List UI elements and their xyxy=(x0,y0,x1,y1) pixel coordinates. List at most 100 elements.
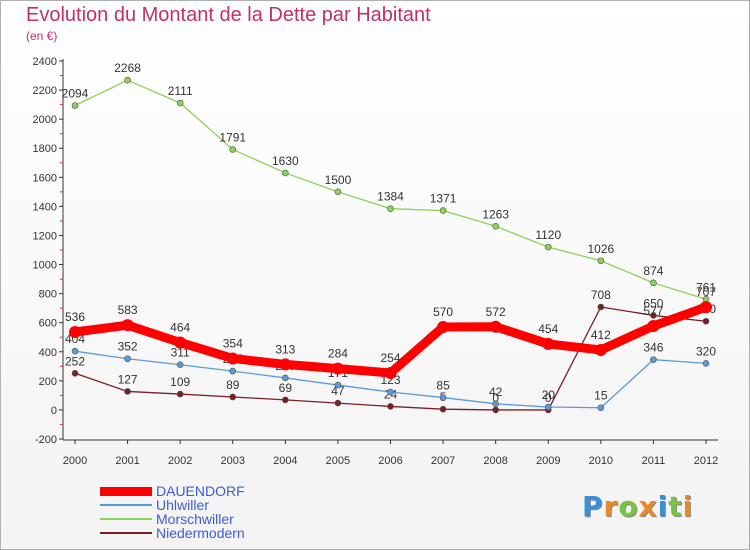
data-label: 20 xyxy=(542,388,556,402)
logo-letter: o xyxy=(618,490,639,523)
data-point xyxy=(702,360,710,367)
data-label: 2094 xyxy=(62,86,89,100)
data-label: 2111 xyxy=(168,84,193,98)
data-point xyxy=(492,406,499,414)
x-tick-label: 2001 xyxy=(115,455,139,467)
data-point xyxy=(124,355,131,363)
x-tick-label: 2011 xyxy=(642,455,666,467)
data-label: 1371 xyxy=(430,192,457,206)
data-label: 536 xyxy=(65,310,85,324)
data-point xyxy=(492,400,499,408)
data-label: 69 xyxy=(279,381,293,395)
data-point xyxy=(650,356,657,363)
data-point xyxy=(650,312,657,319)
data-point xyxy=(702,317,710,325)
legend-swatch xyxy=(100,486,152,496)
data-label: 1120 xyxy=(535,228,561,242)
data-point xyxy=(384,366,397,379)
data-point xyxy=(71,102,79,109)
y-tick-label: 2000 xyxy=(33,114,57,126)
legend-label: Niedermodern xyxy=(156,525,245,541)
data-label: 577 xyxy=(643,304,663,318)
y-tick-label: 200 xyxy=(39,376,57,388)
data-point xyxy=(282,374,289,382)
data-point xyxy=(71,347,79,355)
data-label: 708 xyxy=(591,288,611,302)
y-tick-label: 1400 xyxy=(33,201,57,213)
x-tick-label: 2008 xyxy=(483,455,507,467)
data-point xyxy=(174,336,187,349)
data-point xyxy=(489,320,502,333)
legend-label: Morschwiller xyxy=(156,511,234,527)
logo-letter: x xyxy=(638,490,658,523)
data-point xyxy=(69,325,81,338)
data-point xyxy=(597,303,605,311)
legend-swatch xyxy=(100,532,152,534)
y-tick-label: 2400 xyxy=(33,56,57,68)
y-tick-label: 800 xyxy=(39,289,57,301)
data-point xyxy=(597,257,605,265)
data-label: 47 xyxy=(331,384,345,398)
data-point xyxy=(71,369,79,377)
data-point xyxy=(282,396,289,404)
data-point xyxy=(594,344,607,357)
x-tick-label: 2007 xyxy=(431,455,455,467)
data-label: 352 xyxy=(118,340,138,354)
data-point xyxy=(176,361,184,369)
data-label: 572 xyxy=(486,305,506,319)
data-point xyxy=(282,169,289,177)
data-label: 85 xyxy=(436,379,450,393)
data-label: 761 xyxy=(696,280,716,294)
data-label: 109 xyxy=(170,375,190,389)
data-point xyxy=(334,188,342,196)
y-tick-label: 400 xyxy=(39,347,57,359)
legend-swatch xyxy=(100,518,152,520)
data-label: 252 xyxy=(65,354,85,368)
y-tick-label: 0 xyxy=(51,405,57,417)
data-label: 454 xyxy=(538,322,558,336)
data-label: 707 xyxy=(696,285,716,299)
proxiti-logo: Proxiti xyxy=(582,490,693,523)
y-tick-label: 600 xyxy=(39,318,57,330)
y-tick-label: -200 xyxy=(35,434,57,446)
data-label: 412 xyxy=(591,328,611,342)
data-point xyxy=(544,403,552,411)
data-point xyxy=(229,367,237,375)
data-point xyxy=(229,146,237,153)
data-point xyxy=(279,358,292,371)
data-point xyxy=(542,337,555,350)
data-point xyxy=(331,362,344,375)
data-label: 127 xyxy=(118,372,138,386)
data-label: 1791 xyxy=(219,131,246,145)
data-label: 89 xyxy=(226,378,240,392)
data-label: 311 xyxy=(171,346,190,360)
data-label: 1630 xyxy=(272,154,299,168)
data-label: 346 xyxy=(643,341,663,355)
data-label: 1026 xyxy=(587,242,614,256)
y-tick-label: 1800 xyxy=(33,143,57,155)
data-label: 650 xyxy=(643,296,663,310)
data-point xyxy=(387,403,394,410)
data-point xyxy=(176,390,184,398)
data-point xyxy=(700,301,712,314)
logo-letter: i xyxy=(657,490,669,523)
data-point xyxy=(387,205,394,213)
x-tick-label: 2005 xyxy=(326,455,350,467)
data-point xyxy=(544,243,552,251)
data-point xyxy=(439,207,447,214)
data-point xyxy=(647,320,660,333)
chart-title: Evolution du Montant de la Dette par Hab… xyxy=(26,4,431,26)
y-tick-label: 1600 xyxy=(33,172,57,184)
data-label: 583 xyxy=(118,303,138,317)
data-label: 464 xyxy=(170,320,190,334)
data-point xyxy=(334,381,342,389)
data-point xyxy=(597,404,605,412)
logo-letter: t xyxy=(668,490,683,523)
data-label: 254 xyxy=(380,351,400,365)
data-point xyxy=(437,321,450,334)
y-tick-label: 1000 xyxy=(33,260,57,272)
data-point xyxy=(439,394,447,401)
data-label: 320 xyxy=(696,344,716,358)
